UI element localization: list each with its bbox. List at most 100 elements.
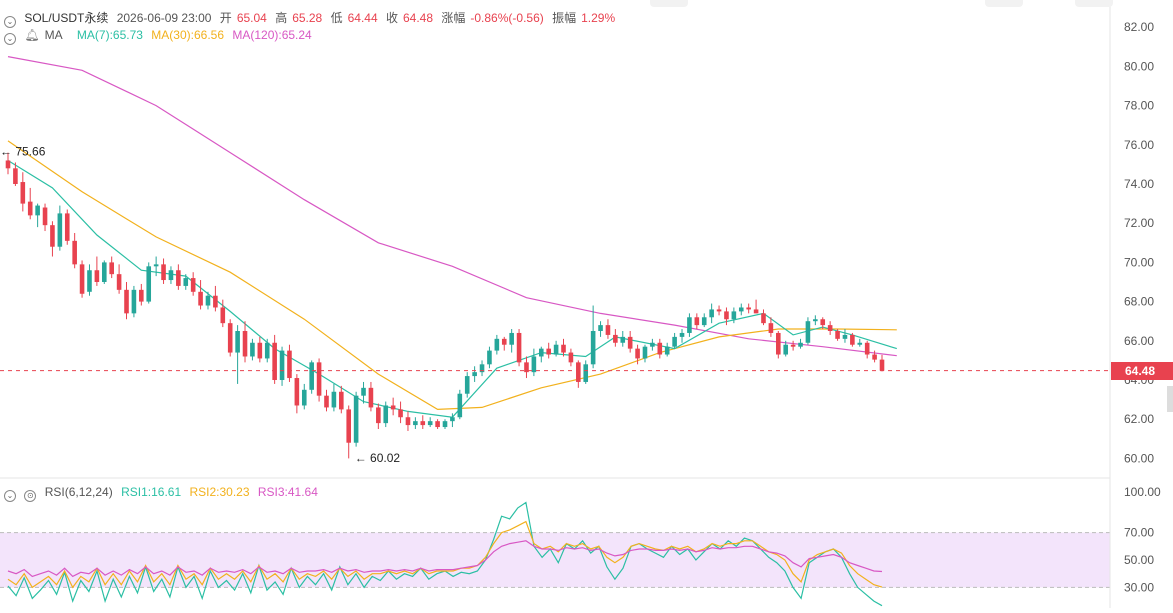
candle-body — [146, 266, 152, 302]
candle-body — [72, 240, 77, 265]
collapse-chevron-icon[interactable]: ⌄ — [4, 33, 16, 45]
candle-body — [768, 323, 774, 333]
candle-body — [361, 387, 366, 396]
high-price-marker: ← 75.66 — [0, 144, 46, 158]
candle-body — [790, 344, 796, 347]
candle-body — [738, 307, 744, 312]
amplitude-value: 1.29% — [581, 11, 616, 25]
candle-body — [761, 313, 766, 324]
candle-body — [168, 270, 174, 281]
candle-body — [131, 289, 137, 314]
candle-body — [235, 331, 240, 353]
toolbar-tab[interactable] — [650, 0, 688, 7]
candle-body — [509, 332, 514, 345]
candle-body — [813, 319, 818, 322]
candle-body — [501, 338, 507, 345]
candle-body — [190, 278, 196, 292]
candle-body — [835, 331, 840, 339]
candle-body — [27, 201, 33, 216]
candle-body — [538, 348, 544, 357]
candle-body — [531, 356, 537, 373]
candle-body — [435, 421, 440, 428]
candle-body — [583, 364, 589, 382]
low-value: 64.44 — [347, 11, 378, 25]
candle-body — [487, 350, 492, 365]
price-axis-tick: 70.00 — [1124, 255, 1154, 269]
candle-body — [857, 342, 863, 345]
rsi-axis-tick: 100.00 — [1124, 485, 1161, 499]
collapse-chevron-icon[interactable]: ⌄ — [4, 16, 16, 28]
candle-body — [613, 334, 618, 343]
ma120-line — [7, 56, 897, 357]
ohlc-header: ⌄ SOL/USDT永续 2026-06-09 23:00 开 65.04 高 65… — [4, 9, 620, 28]
candle-body — [309, 362, 314, 390]
rsi-axis-tick: 50.00 — [1124, 553, 1154, 567]
candle-body — [153, 264, 159, 267]
candle-body — [464, 376, 470, 394]
current-price-tag: 64.48 — [1111, 362, 1173, 380]
candle-body — [672, 336, 677, 347]
candle-body — [598, 325, 603, 331]
candle-body — [5, 160, 11, 169]
candle-body — [620, 336, 626, 343]
candle-body — [398, 409, 403, 418]
candle-body — [664, 346, 670, 355]
candle-body — [353, 395, 359, 443]
candle-body — [553, 344, 559, 355]
candle-body — [879, 359, 885, 371]
candle-body — [139, 289, 144, 302]
rsi-axis-tick: 70.00 — [1124, 526, 1154, 540]
candle-body — [724, 311, 729, 320]
candle-body — [346, 409, 352, 443]
candle-body — [213, 295, 218, 308]
candle-body — [494, 338, 500, 351]
candle-body — [116, 274, 122, 290]
candle-body — [279, 350, 285, 380]
toolbar-tab[interactable] — [1075, 0, 1113, 7]
candle-body — [242, 331, 248, 357]
alert-bell-icon[interactable]: 🔔︎ — [24, 28, 40, 42]
candle-body — [227, 323, 233, 353]
high-value: 65.28 — [292, 11, 323, 25]
candle-body — [576, 362, 581, 382]
candle-body — [50, 225, 55, 247]
candle-body — [805, 321, 811, 343]
candle-body — [109, 262, 114, 275]
open-label: 开 — [219, 11, 232, 25]
rsi-axis-tick: 30.00 — [1124, 580, 1154, 594]
candle-body — [590, 331, 596, 365]
candle-body — [709, 309, 714, 318]
price-axis-tick: 66.00 — [1124, 334, 1154, 348]
candle-body — [450, 417, 455, 422]
candle-body — [746, 307, 751, 310]
price-axis-tick: 72.00 — [1124, 216, 1154, 230]
candle-body — [872, 354, 877, 360]
candle-body — [405, 417, 411, 426]
candle-body — [287, 350, 292, 379]
candle-body — [161, 264, 166, 281]
candle-body — [605, 325, 611, 335]
candle-body — [42, 207, 48, 226]
candle-body — [383, 405, 389, 424]
candle-body — [701, 317, 707, 326]
ma30-line — [7, 140, 897, 411]
settings-icon[interactable]: ⊙ — [24, 490, 37, 502]
candle-body — [13, 168, 18, 184]
axis-scroll-handle[interactable] — [1167, 386, 1173, 412]
change-label: 涨幅 — [441, 11, 466, 25]
ma-label: MA — [44, 28, 63, 42]
rsi3-value: RSI3:41.64 — [257, 485, 318, 499]
rsi2-line — [7, 520, 883, 589]
candle-body — [642, 346, 648, 359]
open-value: 65.04 — [236, 11, 267, 25]
toolbar-tab[interactable] — [985, 0, 1023, 7]
candle-body — [568, 352, 574, 363]
candle-body — [561, 344, 566, 353]
candle-body — [198, 291, 203, 306]
candle-body — [294, 378, 300, 406]
low-label: 低 — [330, 11, 343, 25]
candle-body — [205, 295, 211, 306]
collapse-chevron-icon[interactable]: ⌄ — [4, 490, 16, 502]
rsi2-value: RSI2:30.23 — [189, 485, 250, 499]
